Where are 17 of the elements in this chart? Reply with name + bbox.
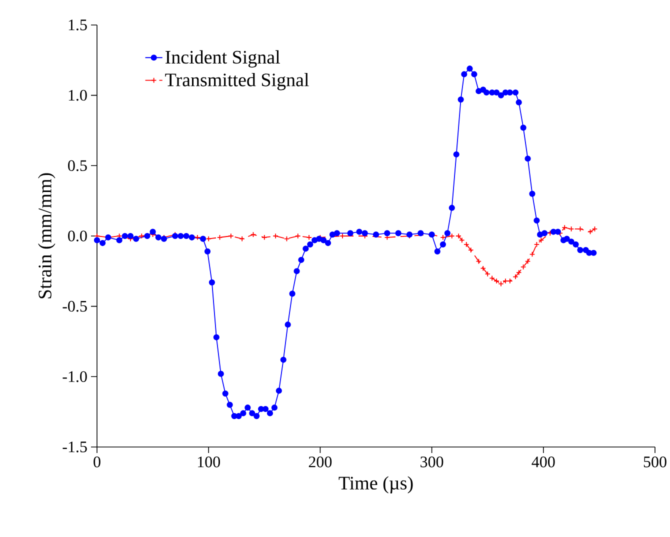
y-tick-label: -1.5: [62, 442, 87, 452]
y-tick-label: -1.0: [62, 371, 87, 382]
y-axis-title: Strain (mm/mm): [38, 173, 56, 298]
x-tick-label: 0: [94, 456, 100, 468]
x-tick-label: 400: [532, 456, 555, 468]
y-tick-label: 1.5: [68, 20, 87, 30]
legend-label: Incident Signal: [166, 50, 280, 68]
y-tick-label: 0.5: [68, 160, 87, 172]
x-tick-label: 300: [420, 456, 444, 468]
x-tick-label: 500: [644, 456, 666, 468]
x-tick-label: 100: [198, 456, 220, 468]
y-tick-label: 0.0: [68, 230, 87, 242]
legend-label: Transmitted Signal: [165, 72, 309, 90]
x-tick-label: 200: [308, 456, 332, 468]
y-tick-label: -0.5: [62, 300, 87, 312]
x-axis-title: Time (µs): [338, 476, 413, 494]
y-tick-label: 1.0: [68, 90, 87, 101]
